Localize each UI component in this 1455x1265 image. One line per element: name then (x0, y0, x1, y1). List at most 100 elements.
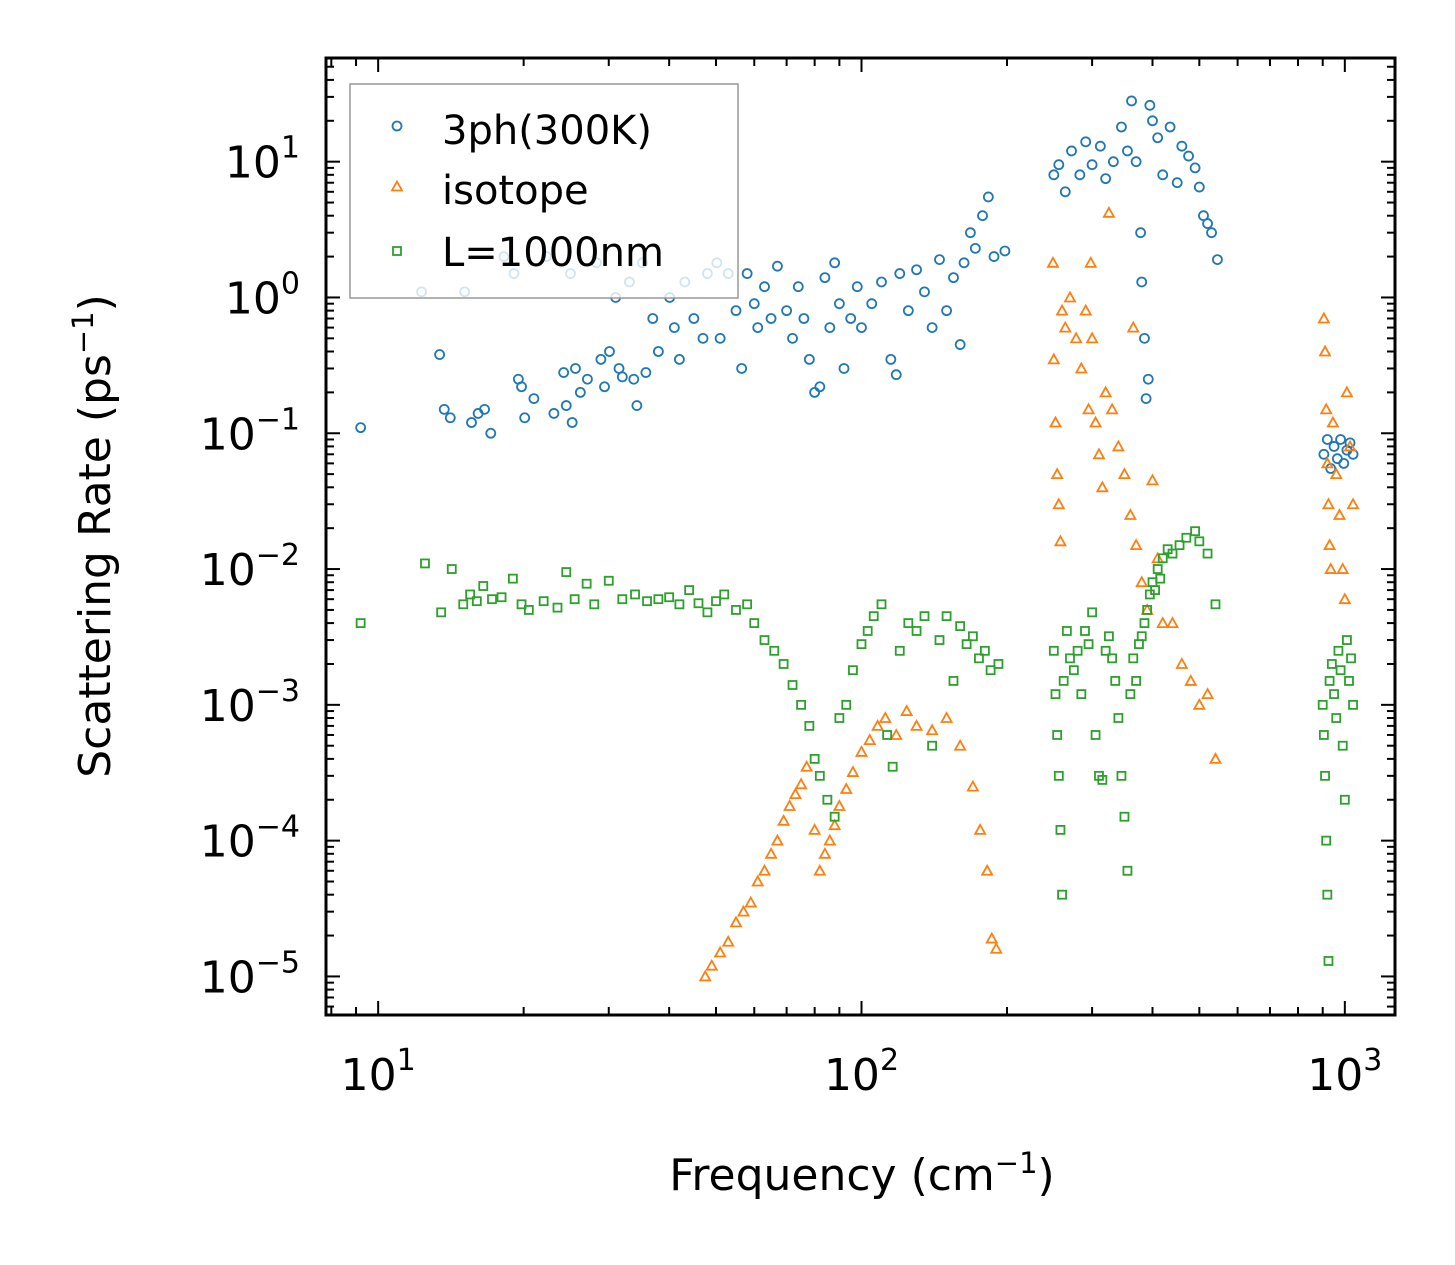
data-point-0-98 (1086, 159, 1098, 171)
data-point-2-112 (1194, 536, 1205, 547)
data-point-1-31 (925, 723, 939, 736)
data-point-1-42 (1050, 467, 1064, 480)
data-point-2-70 (1052, 730, 1063, 740)
data-point-1-12 (783, 799, 797, 811)
data-point-2-72 (1055, 824, 1066, 835)
data-point-2-67 (993, 659, 1004, 669)
data-point-0-65 (824, 322, 836, 333)
data-point-0-59 (792, 281, 804, 293)
data-point-0-43 (688, 313, 700, 324)
data-point-0-76 (894, 268, 906, 279)
data-point-2-75 (1061, 626, 1072, 636)
data-point-0-18 (558, 367, 570, 378)
data-point-0-23 (574, 386, 586, 398)
data-point-0-74 (885, 353, 897, 365)
data-point-0-58 (787, 332, 798, 344)
data-point-1-44 (1053, 534, 1067, 547)
data-point-1-46 (1058, 320, 1072, 333)
data-point-2-34 (759, 635, 770, 645)
data-point-2-106 (1157, 553, 1168, 564)
data-point-2-20 (617, 594, 628, 605)
data-point-1-63 (1126, 320, 1140, 333)
data-point-1-80 (1321, 497, 1335, 510)
data-point-1-70 (1165, 616, 1180, 628)
data-point-0-22 (570, 363, 581, 374)
data-point-0-100 (1100, 173, 1112, 185)
data-point-1-76 (1317, 311, 1331, 324)
data-point-2-12 (523, 605, 534, 615)
data-point-0-60 (798, 313, 810, 324)
data-point-2-129 (1342, 635, 1352, 645)
data-point-0-88 (977, 210, 988, 222)
data-point-2-6 (471, 596, 482, 607)
data-point-1-43 (1052, 497, 1066, 510)
data-point-0-101 (1107, 156, 1119, 168)
data-point-1-41 (1048, 415, 1063, 428)
data-point-2-123 (1329, 689, 1339, 699)
data-point-1-6 (744, 895, 758, 908)
data-point-2-89 (1110, 676, 1121, 686)
data-point-2-103 (1150, 585, 1160, 595)
data-point-2-3 (446, 564, 457, 574)
data-point-2-58 (934, 635, 945, 645)
y-tick-label: 101 (225, 131, 300, 189)
data-point-0-37 (647, 313, 659, 324)
data-point-0-6 (466, 417, 477, 428)
data-point-1-72 (1184, 674, 1198, 686)
data-point-0-9 (485, 427, 497, 439)
data-point-0-115 (1164, 121, 1176, 133)
data-point-1-65 (1135, 575, 1149, 588)
data-point-0-85 (958, 257, 970, 269)
data-point-1-51 (1082, 402, 1096, 415)
data-point-1-69 (1156, 616, 1170, 628)
data-point-2-55 (911, 626, 922, 636)
data-point-2-78 (1072, 645, 1083, 656)
data-point-0-33 (628, 373, 640, 385)
data-point-0-128 (1328, 441, 1340, 452)
data-point-2-66 (985, 665, 996, 676)
data-point-1-39 (1046, 255, 1060, 268)
data-point-0-122 (1202, 218, 1213, 229)
data-point-0-94 (1059, 186, 1071, 198)
axis-ticks: 101 102 103 101 100 10−1 10−2 10−3 10−4 10−5 (200, 58, 1395, 1101)
data-point-0-63 (814, 381, 826, 393)
data-point-2-13 (538, 596, 549, 607)
data-point-0-92 (1048, 169, 1060, 181)
data-point-1-37 (985, 931, 999, 944)
data-point-0-14 (519, 412, 531, 424)
data-point-2-74 (1058, 676, 1069, 686)
data-point-0-34 (631, 400, 643, 411)
data-point-2-82 (1087, 607, 1098, 618)
data-point-0-102 (1116, 121, 1127, 133)
data-point-0-83 (948, 272, 959, 284)
data-point-0-31 (616, 371, 628, 383)
data-point-2-42 (822, 794, 833, 805)
data-point-0-93 (1053, 159, 1065, 171)
y-tick-label: 10−5 (200, 945, 300, 1003)
data-point-2-54 (903, 618, 914, 628)
data-point-2-31 (731, 605, 741, 615)
data-point-0-64 (819, 272, 831, 284)
data-point-1-56 (1095, 480, 1109, 493)
data-point-2-23 (653, 594, 664, 605)
data-point-2-93 (1122, 865, 1133, 876)
data-point-2-56 (919, 611, 930, 622)
data-point-2-120 (1323, 956, 1334, 966)
data-point-2-86 (1100, 645, 1111, 656)
data-point-0-110 (1142, 373, 1154, 385)
data-point-1-67 (1145, 473, 1160, 486)
data-point-0-80 (926, 322, 938, 333)
data-point-2-111 (1190, 526, 1200, 537)
data-point-2-90 (1113, 713, 1124, 723)
data-point-0-87 (969, 242, 981, 254)
data-point-0-116 (1171, 177, 1183, 189)
data-point-2-127 (1337, 740, 1348, 751)
data-point-2-8 (487, 594, 497, 605)
data-point-1-30 (910, 719, 924, 731)
data-point-2-76 (1065, 653, 1075, 664)
data-point-2-33 (749, 618, 760, 628)
data-point-2-99 (1139, 618, 1150, 628)
data-point-0-54 (759, 281, 770, 293)
data-point-2-94 (1125, 689, 1136, 699)
data-point-2-63 (967, 631, 978, 642)
